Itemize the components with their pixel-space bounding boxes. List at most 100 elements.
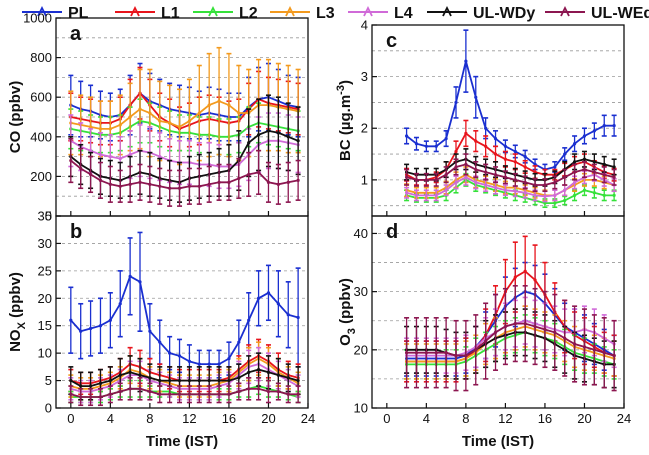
- data-point: [207, 378, 211, 383]
- data-point: [118, 123, 122, 127]
- x-tick-label: 0: [383, 411, 390, 426]
- y-tick-label: 400: [30, 129, 52, 144]
- x-axis-label: Time (IST): [462, 433, 534, 450]
- data-point: [217, 362, 221, 366]
- data-point: [523, 155, 527, 159]
- series-line: [406, 325, 615, 363]
- series-ul-wed: [68, 137, 301, 207]
- data-point: [98, 127, 103, 131]
- data-point: [563, 188, 567, 192]
- data-point: [553, 180, 557, 185]
- y-tick-label: 800: [30, 50, 52, 65]
- data-point: [484, 170, 488, 174]
- data-point: [128, 370, 132, 374]
- legend-swatch-marker: [37, 5, 47, 17]
- legend-label: UL-WEd: [591, 5, 649, 22]
- legend-swatch-marker: [208, 5, 218, 17]
- y-tick-label: 1: [361, 172, 368, 187]
- data-point: [128, 274, 132, 278]
- data-point: [148, 329, 152, 333]
- data-point: [543, 327, 547, 332]
- data-point: [108, 182, 112, 186]
- data-point: [227, 180, 231, 184]
- data-point: [493, 173, 498, 177]
- y-axis-label-sub: X: [16, 321, 28, 329]
- data-point: [98, 324, 103, 328]
- data-point: [414, 193, 419, 197]
- data-point: [414, 142, 419, 146]
- data-point: [543, 194, 547, 198]
- data-point: [404, 175, 409, 179]
- legend-swatch-marker: [130, 5, 140, 17]
- series-pl: [68, 231, 301, 379]
- data-point: [553, 330, 557, 334]
- data-point: [612, 165, 616, 169]
- legend-label: L3: [316, 5, 335, 22]
- legend-swatch-marker: [560, 5, 570, 17]
- data-point: [168, 392, 172, 396]
- data-point: [513, 178, 517, 182]
- data-point: [158, 378, 162, 383]
- data-point: [602, 162, 606, 166]
- data-point: [612, 124, 616, 128]
- data-point: [88, 172, 93, 177]
- series-line: [70, 100, 299, 130]
- x-tick-label: 12: [182, 411, 196, 426]
- series-line: [70, 354, 299, 385]
- data-point: [237, 111, 241, 115]
- data-point: [227, 392, 231, 396]
- y-tick-label: 15: [38, 318, 52, 333]
- data-point: [563, 152, 567, 156]
- x-tick-label: 12: [498, 411, 512, 426]
- data-point: [296, 378, 300, 383]
- data-point: [69, 158, 73, 163]
- data-point: [98, 395, 103, 399]
- data-point: [177, 186, 182, 190]
- data-point: [553, 165, 557, 169]
- data-point: [582, 188, 587, 192]
- series-line: [406, 173, 615, 198]
- data-point: [177, 354, 182, 358]
- data-point: [513, 160, 517, 164]
- y-tick-label: 35: [38, 209, 52, 224]
- y-axis-label-tail: (ppbv): [7, 272, 24, 322]
- data-point: [533, 183, 537, 187]
- data-point: [168, 121, 172, 125]
- panel-d: 10 20 30 40 0 4 8 12 16 20 24 d O3 (ppbv) Time (IST): [337, 215, 631, 450]
- series-line: [406, 132, 615, 181]
- legend-item-ul-wed: UL-WEd: [545, 5, 649, 22]
- data-point: [148, 182, 152, 186]
- data-point: [197, 362, 201, 366]
- data-point: [592, 129, 596, 133]
- series-ul-wed: [68, 377, 301, 407]
- data-point: [563, 198, 567, 203]
- data-point: [523, 322, 527, 326]
- series-line: [70, 139, 299, 168]
- data-point: [128, 182, 132, 186]
- data-point: [138, 280, 142, 284]
- y-tick-label: 1000: [23, 11, 52, 26]
- data-point: [503, 324, 508, 329]
- data-point: [217, 378, 221, 383]
- y-tick-label: 10: [38, 346, 52, 361]
- data-point: [266, 389, 271, 394]
- legend: PL L1 L2 L3 L4 UL-WDy UL-WEd: [22, 5, 649, 22]
- series-pl: [404, 29, 617, 176]
- y-tick-label: 0: [45, 209, 52, 224]
- legend-item-l3: L3: [270, 5, 335, 22]
- data-point: [592, 160, 596, 164]
- data-point: [138, 373, 142, 377]
- data-point: [503, 144, 508, 148]
- data-point: [207, 182, 211, 186]
- y-tick-label: 25: [38, 263, 52, 278]
- data-point: [108, 155, 112, 159]
- y-tick-label: 20: [354, 342, 368, 357]
- y-axis-label: BC (µg.m-3): [335, 80, 354, 161]
- data-point: [296, 139, 300, 143]
- legend-label: UL-WDy: [473, 5, 535, 22]
- data-point: [79, 329, 83, 333]
- data-point: [523, 191, 527, 195]
- data-point: [572, 342, 577, 346]
- data-point: [572, 193, 577, 197]
- data-point: [118, 156, 122, 161]
